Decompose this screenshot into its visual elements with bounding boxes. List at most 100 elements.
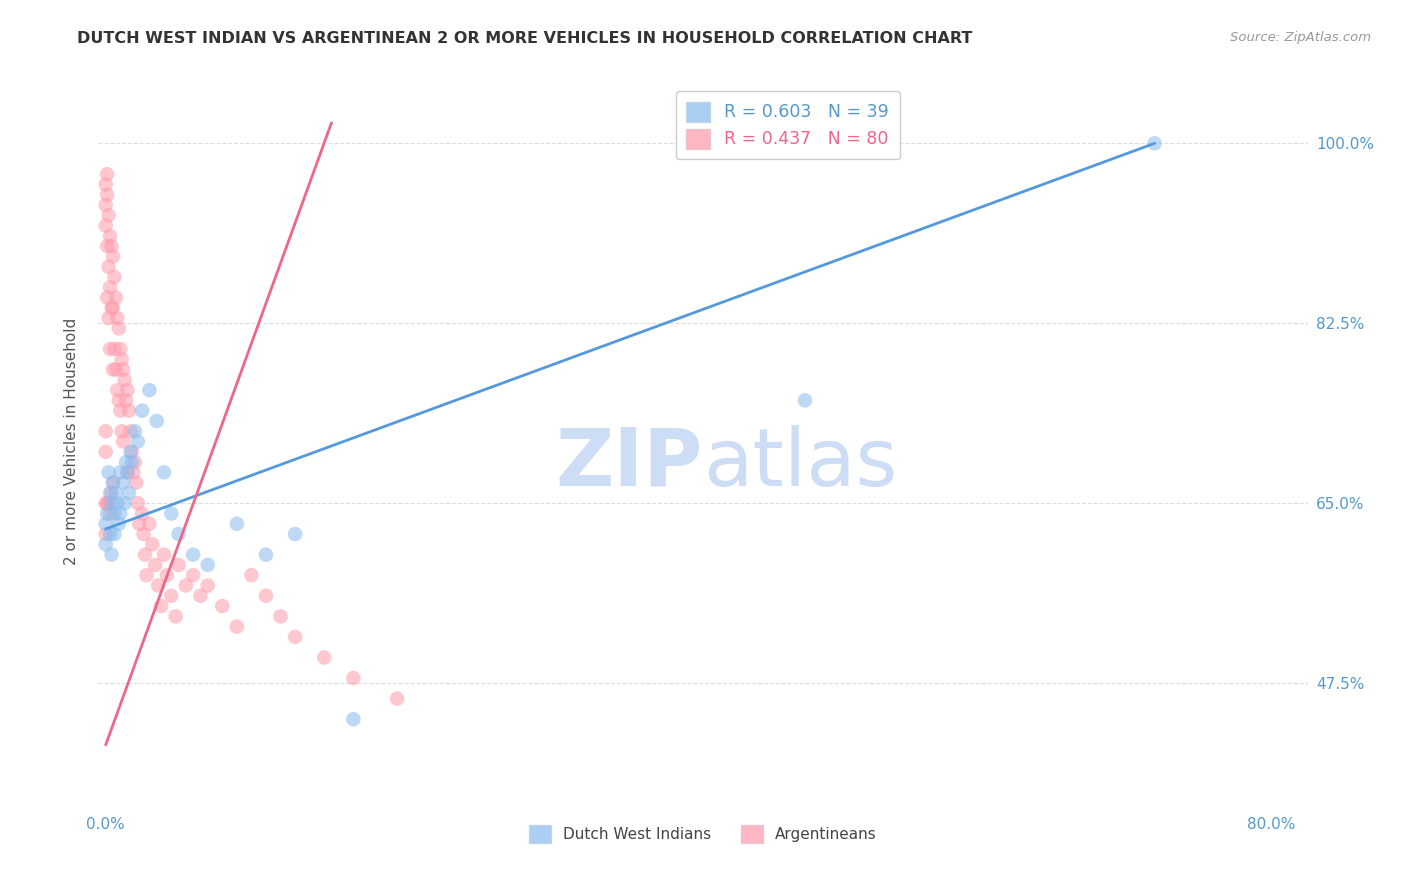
Point <box>96 167 118 181</box>
Point <box>100 301 122 315</box>
Point <box>94 527 117 541</box>
Point <box>121 455 143 469</box>
Point <box>112 362 135 376</box>
Point <box>190 589 212 603</box>
Point <box>114 373 136 387</box>
Point <box>94 198 117 212</box>
Point <box>105 496 128 510</box>
Point <box>181 568 204 582</box>
Point <box>160 507 183 521</box>
Point <box>141 537 163 551</box>
Point <box>114 496 136 510</box>
Point <box>211 599 233 613</box>
Point <box>125 475 148 490</box>
Point <box>153 548 176 562</box>
Point <box>115 393 138 408</box>
Point <box>100 239 122 253</box>
Point <box>104 362 127 376</box>
Point <box>94 178 117 192</box>
Point <box>153 466 176 480</box>
Point <box>98 280 121 294</box>
Point <box>1143 136 1166 151</box>
Point <box>103 270 125 285</box>
Point <box>117 466 139 480</box>
Point <box>240 568 263 582</box>
Point <box>111 424 134 438</box>
Y-axis label: 2 or more Vehicles in Household: 2 or more Vehicles in Household <box>65 318 79 566</box>
Point <box>103 342 125 356</box>
Point <box>174 578 197 592</box>
Point <box>124 455 146 469</box>
Point <box>143 558 166 572</box>
Point <box>314 650 336 665</box>
Text: atlas: atlas <box>703 425 897 503</box>
Point <box>131 403 153 417</box>
Point <box>104 486 127 500</box>
Point <box>112 475 135 490</box>
Point <box>145 414 167 428</box>
Point <box>108 393 131 408</box>
Point <box>385 691 408 706</box>
Point <box>134 548 156 562</box>
Point <box>160 589 183 603</box>
Point <box>127 434 149 449</box>
Point <box>94 424 117 438</box>
Point <box>98 228 121 243</box>
Point <box>100 548 122 562</box>
Point <box>94 219 117 233</box>
Point <box>342 712 364 726</box>
Point <box>118 403 141 417</box>
Text: Source: ZipAtlas.com: Source: ZipAtlas.com <box>1230 31 1371 45</box>
Point <box>101 250 124 264</box>
Point <box>131 507 153 521</box>
Point <box>98 486 121 500</box>
Text: DUTCH WEST INDIAN VS ARGENTINEAN 2 OR MORE VEHICLES IN HOUSEHOLD CORRELATION CHA: DUTCH WEST INDIAN VS ARGENTINEAN 2 OR MO… <box>77 31 973 46</box>
Point <box>101 301 124 315</box>
Point <box>98 527 121 541</box>
Point <box>101 475 124 490</box>
Point <box>110 466 132 480</box>
Point <box>117 383 139 397</box>
Point <box>110 403 132 417</box>
Point <box>108 321 131 335</box>
Point <box>794 393 817 408</box>
Point <box>156 568 179 582</box>
Point <box>165 609 187 624</box>
Point <box>97 466 120 480</box>
Point <box>120 445 142 459</box>
Point <box>94 445 117 459</box>
Point <box>97 260 120 274</box>
Point <box>96 496 118 510</box>
Point <box>132 527 155 541</box>
Point <box>181 548 204 562</box>
Point <box>146 578 169 592</box>
Text: ZIP: ZIP <box>555 425 703 503</box>
Point <box>100 486 122 500</box>
Point <box>120 424 142 438</box>
Point <box>98 342 121 356</box>
Point <box>117 466 139 480</box>
Point <box>94 516 117 531</box>
Point <box>135 568 157 582</box>
Point <box>150 599 173 613</box>
Point <box>124 424 146 438</box>
Point <box>167 527 190 541</box>
Point <box>96 239 118 253</box>
Point <box>97 496 120 510</box>
Point <box>197 558 219 572</box>
Point <box>254 548 277 562</box>
Point <box>103 527 125 541</box>
Point <box>284 630 307 644</box>
Point <box>104 291 127 305</box>
Point <box>128 516 150 531</box>
Point <box>103 507 125 521</box>
Point <box>108 516 131 531</box>
Point <box>270 609 292 624</box>
Point <box>197 578 219 592</box>
Point <box>167 558 190 572</box>
Point <box>94 496 117 510</box>
Point <box>127 496 149 510</box>
Point <box>97 208 120 222</box>
Point <box>122 466 145 480</box>
Point <box>97 311 120 326</box>
